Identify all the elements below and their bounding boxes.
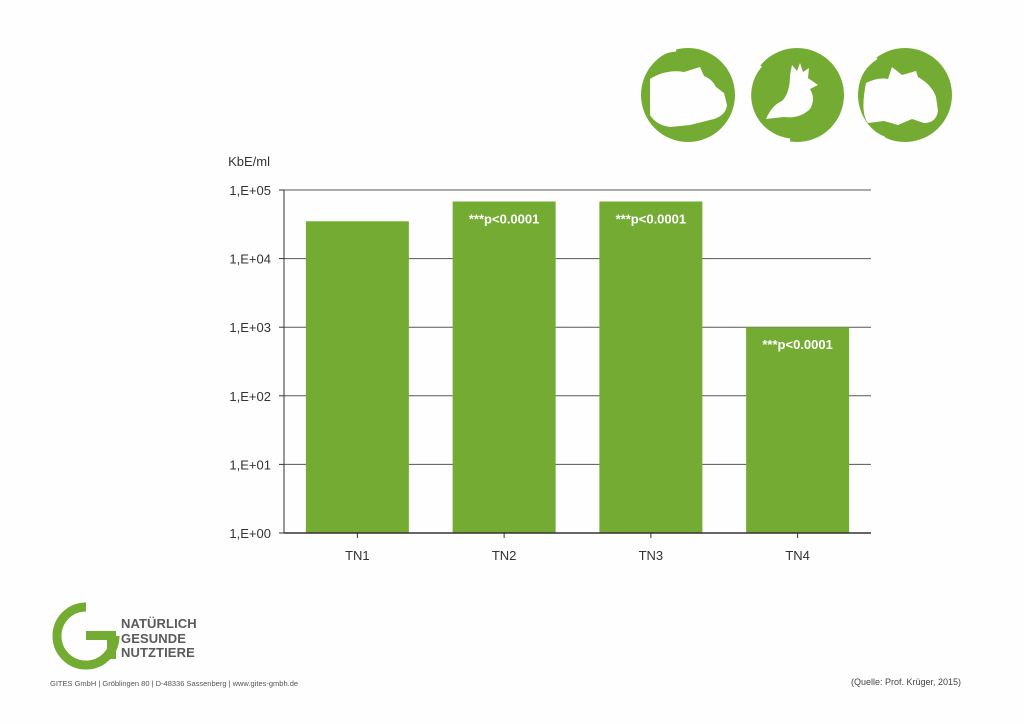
y-tick-label: 1,E+02 — [229, 389, 271, 404]
chicken-icon — [746, 48, 844, 144]
pig-icon — [640, 46, 735, 142]
cow-icon — [851, 48, 952, 142]
x-tick-label: TN4 — [785, 548, 810, 563]
source-note: (Quelle: Prof. Krüger, 2015) — [851, 677, 962, 687]
bar-data-label: ***p<0.0001 — [762, 337, 832, 352]
bar-tn4 — [746, 327, 850, 533]
x-axis-ticks: TN1 TN2 TN3 TN4 — [345, 533, 810, 563]
logo-line-1: NATÜRLICH — [121, 616, 197, 631]
x-tick-label: TN2 — [492, 548, 517, 563]
bar-tn3 — [599, 201, 703, 534]
bar-data-label: ***p<0.0001 — [616, 211, 686, 226]
y-tick-label: 1,E+03 — [229, 320, 271, 335]
x-tick-label: TN1 — [345, 548, 370, 563]
y-tick-label: 1,E+05 — [229, 183, 271, 198]
bar-data-label: ***p<0.0001 — [469, 211, 539, 226]
x-tick-label: TN3 — [639, 548, 664, 563]
gites-logo-icon — [52, 600, 122, 670]
animal-icons — [640, 46, 952, 144]
company-address: GITES GmbH | Gröblingen 80 | D-48336 Sas… — [50, 679, 299, 688]
bar-tn2 — [452, 201, 556, 534]
logo-line-2: GESUNDE — [121, 630, 186, 646]
logo-text: NATÜRLICH GESUNDE NUTZTIERE — [121, 616, 197, 661]
logo-line-3: NUTZTIERE — [121, 645, 195, 660]
y-axis-ticks: 1,E+00 1,E+01 1,E+02 1,E+03 1,E+04 1,E+05 — [229, 183, 284, 541]
y-tick-label: 1,E+00 — [229, 526, 271, 541]
bar-tn1 — [305, 221, 409, 534]
y-tick-label: 1,E+04 — [229, 252, 271, 267]
y-tick-label: 1,E+01 — [229, 457, 271, 472]
bars — [305, 201, 850, 534]
bar-labels: ***p<0.0001 ***p<0.0001 ***p<0.0001 — [469, 211, 833, 352]
y-axis-label: KbE/ml — [228, 154, 270, 169]
